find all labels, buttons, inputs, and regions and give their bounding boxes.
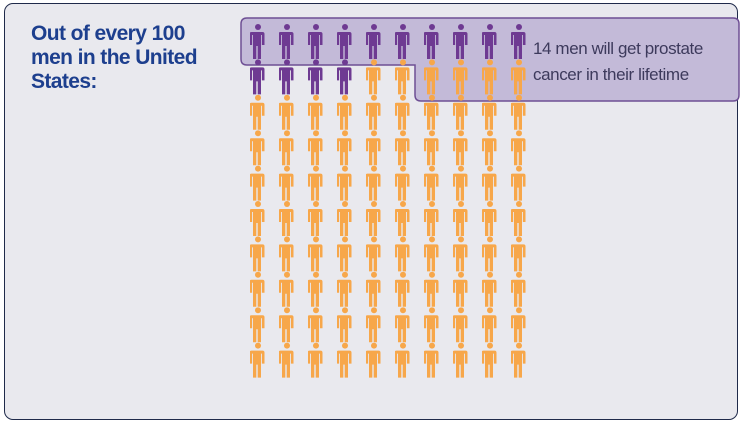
man-icon [366, 307, 381, 343]
man-icon [337, 307, 352, 343]
man-icon [482, 342, 497, 378]
man-icon [511, 271, 526, 307]
man-icon [279, 236, 294, 272]
man-icon [424, 236, 439, 272]
man-icon [395, 201, 410, 236]
man-icon [250, 165, 265, 201]
man-icon [337, 165, 352, 201]
man-icon [308, 342, 323, 378]
man-icon [250, 271, 265, 307]
man-icon [308, 271, 323, 307]
man-icon [511, 201, 526, 236]
man-icon [308, 165, 323, 201]
man-icon [424, 271, 439, 307]
man-icon [250, 236, 265, 272]
man-icon [424, 307, 439, 343]
man-icon [453, 201, 468, 236]
man-icon [250, 307, 265, 343]
man-icon [337, 342, 352, 378]
man-icon [453, 307, 468, 343]
man-icon [366, 342, 381, 378]
man-icon [424, 165, 439, 201]
man-icon [366, 271, 381, 307]
man-icon [511, 342, 526, 378]
man-icon [482, 201, 497, 236]
chart-heading: Out of every 100 men in the United State… [31, 22, 198, 93]
man-icon [395, 271, 410, 307]
man-icon [279, 130, 294, 166]
man-icon [279, 271, 294, 307]
man-icon [279, 342, 294, 378]
man-icon [337, 236, 352, 272]
man-icon [482, 165, 497, 201]
man-icon [424, 130, 439, 166]
man-icon [308, 201, 323, 236]
man-icon [453, 271, 468, 307]
man-icon [337, 94, 352, 130]
man-icon [511, 130, 526, 166]
man-icon [395, 130, 410, 166]
man-icon [482, 307, 497, 343]
man-icon [482, 236, 497, 272]
man-icon [250, 130, 265, 166]
man-icon [366, 94, 381, 130]
man-icon [482, 271, 497, 307]
man-icon [395, 236, 410, 272]
man-icon [366, 165, 381, 201]
man-icon [424, 201, 439, 236]
man-icon [337, 201, 352, 236]
man-icon [395, 165, 410, 201]
man-icon [279, 94, 294, 130]
man-icon [511, 236, 526, 272]
man-icon [453, 165, 468, 201]
man-icon [366, 201, 381, 236]
man-icon [308, 130, 323, 166]
man-icon [424, 342, 439, 378]
man-icon [395, 94, 410, 130]
man-icon [511, 307, 526, 343]
man-icon [453, 236, 468, 272]
man-icon [395, 307, 410, 343]
man-icon [308, 236, 323, 272]
man-icon [279, 165, 294, 201]
man-icon [395, 342, 410, 378]
man-icon [337, 271, 352, 307]
man-icon [250, 94, 265, 130]
man-icon [250, 342, 265, 378]
man-icon [366, 130, 381, 166]
man-icon [250, 201, 265, 236]
man-icon [308, 307, 323, 343]
man-icon [366, 236, 381, 272]
man-icon [279, 307, 294, 343]
highlight-annotation: 14 men will get prostate cancer in their… [533, 39, 703, 84]
man-icon [308, 94, 323, 130]
man-icon [453, 342, 468, 378]
man-icon [453, 130, 468, 166]
man-icon [337, 130, 352, 166]
man-icon [279, 201, 294, 236]
man-icon [482, 130, 497, 166]
man-icon [511, 165, 526, 201]
